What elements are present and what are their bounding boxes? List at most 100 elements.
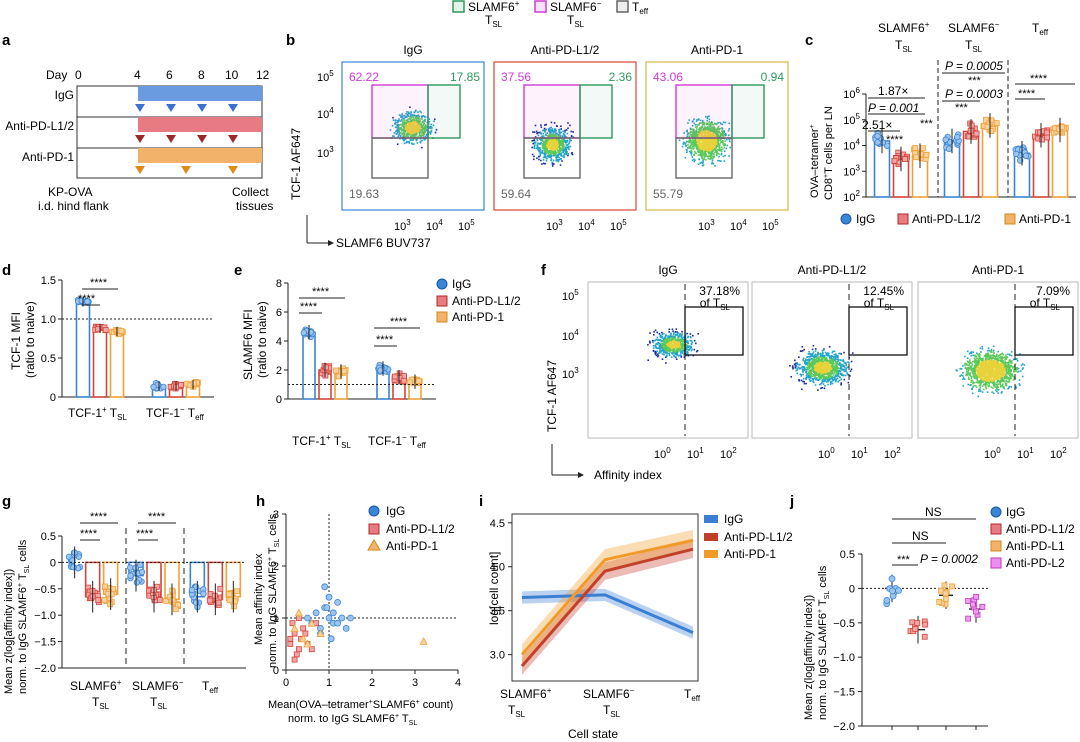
event-dot (707, 122, 709, 125)
event-dot (676, 331, 678, 333)
event-dot (544, 124, 546, 126)
event-dot (553, 139, 556, 142)
event-dot (680, 346, 683, 349)
event-dot (835, 378, 838, 381)
event-dot (720, 134, 723, 136)
event-dot (548, 133, 551, 136)
event-dot (700, 155, 703, 158)
event-dot (805, 363, 807, 365)
event-dot (827, 362, 830, 365)
event-dot (546, 148, 549, 151)
event-dot (677, 338, 680, 341)
event-dot (680, 342, 683, 345)
event-dot (671, 353, 674, 355)
data-point (377, 367, 384, 374)
event-dot (560, 148, 562, 150)
event-dot (405, 133, 408, 135)
dose-marker (228, 166, 238, 174)
event-dot (823, 387, 826, 390)
event-dot (837, 372, 840, 374)
event-dot (794, 365, 797, 367)
event-dot (406, 125, 409, 127)
panel-a: a Day 0 4 6 8 10 12 IgG Anti-PD-L1/2 Ant… (2, 32, 273, 213)
event-dot (712, 162, 715, 165)
event-dot (546, 140, 548, 143)
event-dot (841, 360, 844, 362)
event-dot (803, 366, 806, 369)
event-dot (560, 141, 563, 144)
event-dot (554, 151, 556, 153)
event-dot (837, 373, 840, 375)
event-dot (834, 375, 837, 377)
event-dot (396, 143, 399, 145)
event-dot (413, 119, 416, 121)
event-dot (843, 362, 846, 364)
day-10: 10 (225, 68, 239, 82)
event-dot (818, 368, 820, 371)
event-dot (549, 152, 552, 155)
event-dot (662, 339, 664, 342)
row-label-pd1: Anti-PD-1 (22, 150, 74, 164)
event-dot (665, 334, 667, 337)
event-dot (687, 346, 690, 349)
event-dot (566, 145, 569, 147)
event-dot (679, 350, 682, 353)
event-dot (676, 341, 678, 343)
event-dot (541, 151, 544, 154)
c-col-title-1: SLAMF6+ (878, 20, 930, 35)
event-dot (978, 384, 981, 387)
event-dot (675, 339, 677, 341)
event-dot (674, 342, 677, 344)
event-dot (565, 140, 568, 142)
event-dot (711, 155, 714, 157)
event-dot (713, 139, 715, 141)
event-dot (546, 132, 549, 134)
event-dot (816, 379, 819, 381)
event-dot (721, 150, 723, 153)
event-dot (397, 135, 400, 138)
event-dot (418, 131, 421, 133)
event-dot (699, 144, 701, 147)
event-dot (843, 374, 845, 376)
event-dot (429, 125, 432, 128)
event-dot (720, 153, 723, 156)
event-dot (724, 144, 727, 146)
event-dot (668, 328, 671, 331)
event-dot (423, 133, 426, 135)
event-dot (822, 360, 824, 363)
event-dot (826, 378, 829, 381)
event-dot (711, 161, 714, 164)
event-dot (702, 142, 705, 145)
event-dot (425, 133, 428, 136)
event-dot (822, 369, 825, 372)
data-point (178, 381, 185, 388)
y-tick-1e4: 104 (317, 106, 334, 121)
event-dot (661, 331, 663, 334)
event-dot (827, 368, 830, 371)
event-dot (404, 138, 407, 140)
event-dot (677, 347, 680, 350)
event-dot (695, 152, 698, 155)
event-dot (398, 123, 400, 126)
event-dot (662, 347, 665, 349)
event-dot (699, 128, 702, 130)
event-dot (705, 129, 708, 132)
event-dot (830, 380, 833, 383)
event-dot (688, 141, 690, 144)
event-dot (566, 146, 569, 149)
event-dot (821, 373, 823, 376)
event-dot (840, 373, 842, 375)
event-dot (408, 117, 411, 119)
event-dot (803, 365, 805, 368)
event-dot (565, 150, 567, 153)
event-dot (823, 355, 826, 358)
event-dot (692, 120, 694, 122)
event-dot (559, 128, 562, 130)
event-dot (389, 129, 392, 131)
event-dot (719, 121, 721, 124)
event-dot (823, 373, 826, 375)
gate-pct-gray: 19.63 (349, 187, 379, 201)
event-dot (420, 123, 422, 125)
event-dot (729, 140, 731, 143)
event-dot (414, 110, 417, 113)
